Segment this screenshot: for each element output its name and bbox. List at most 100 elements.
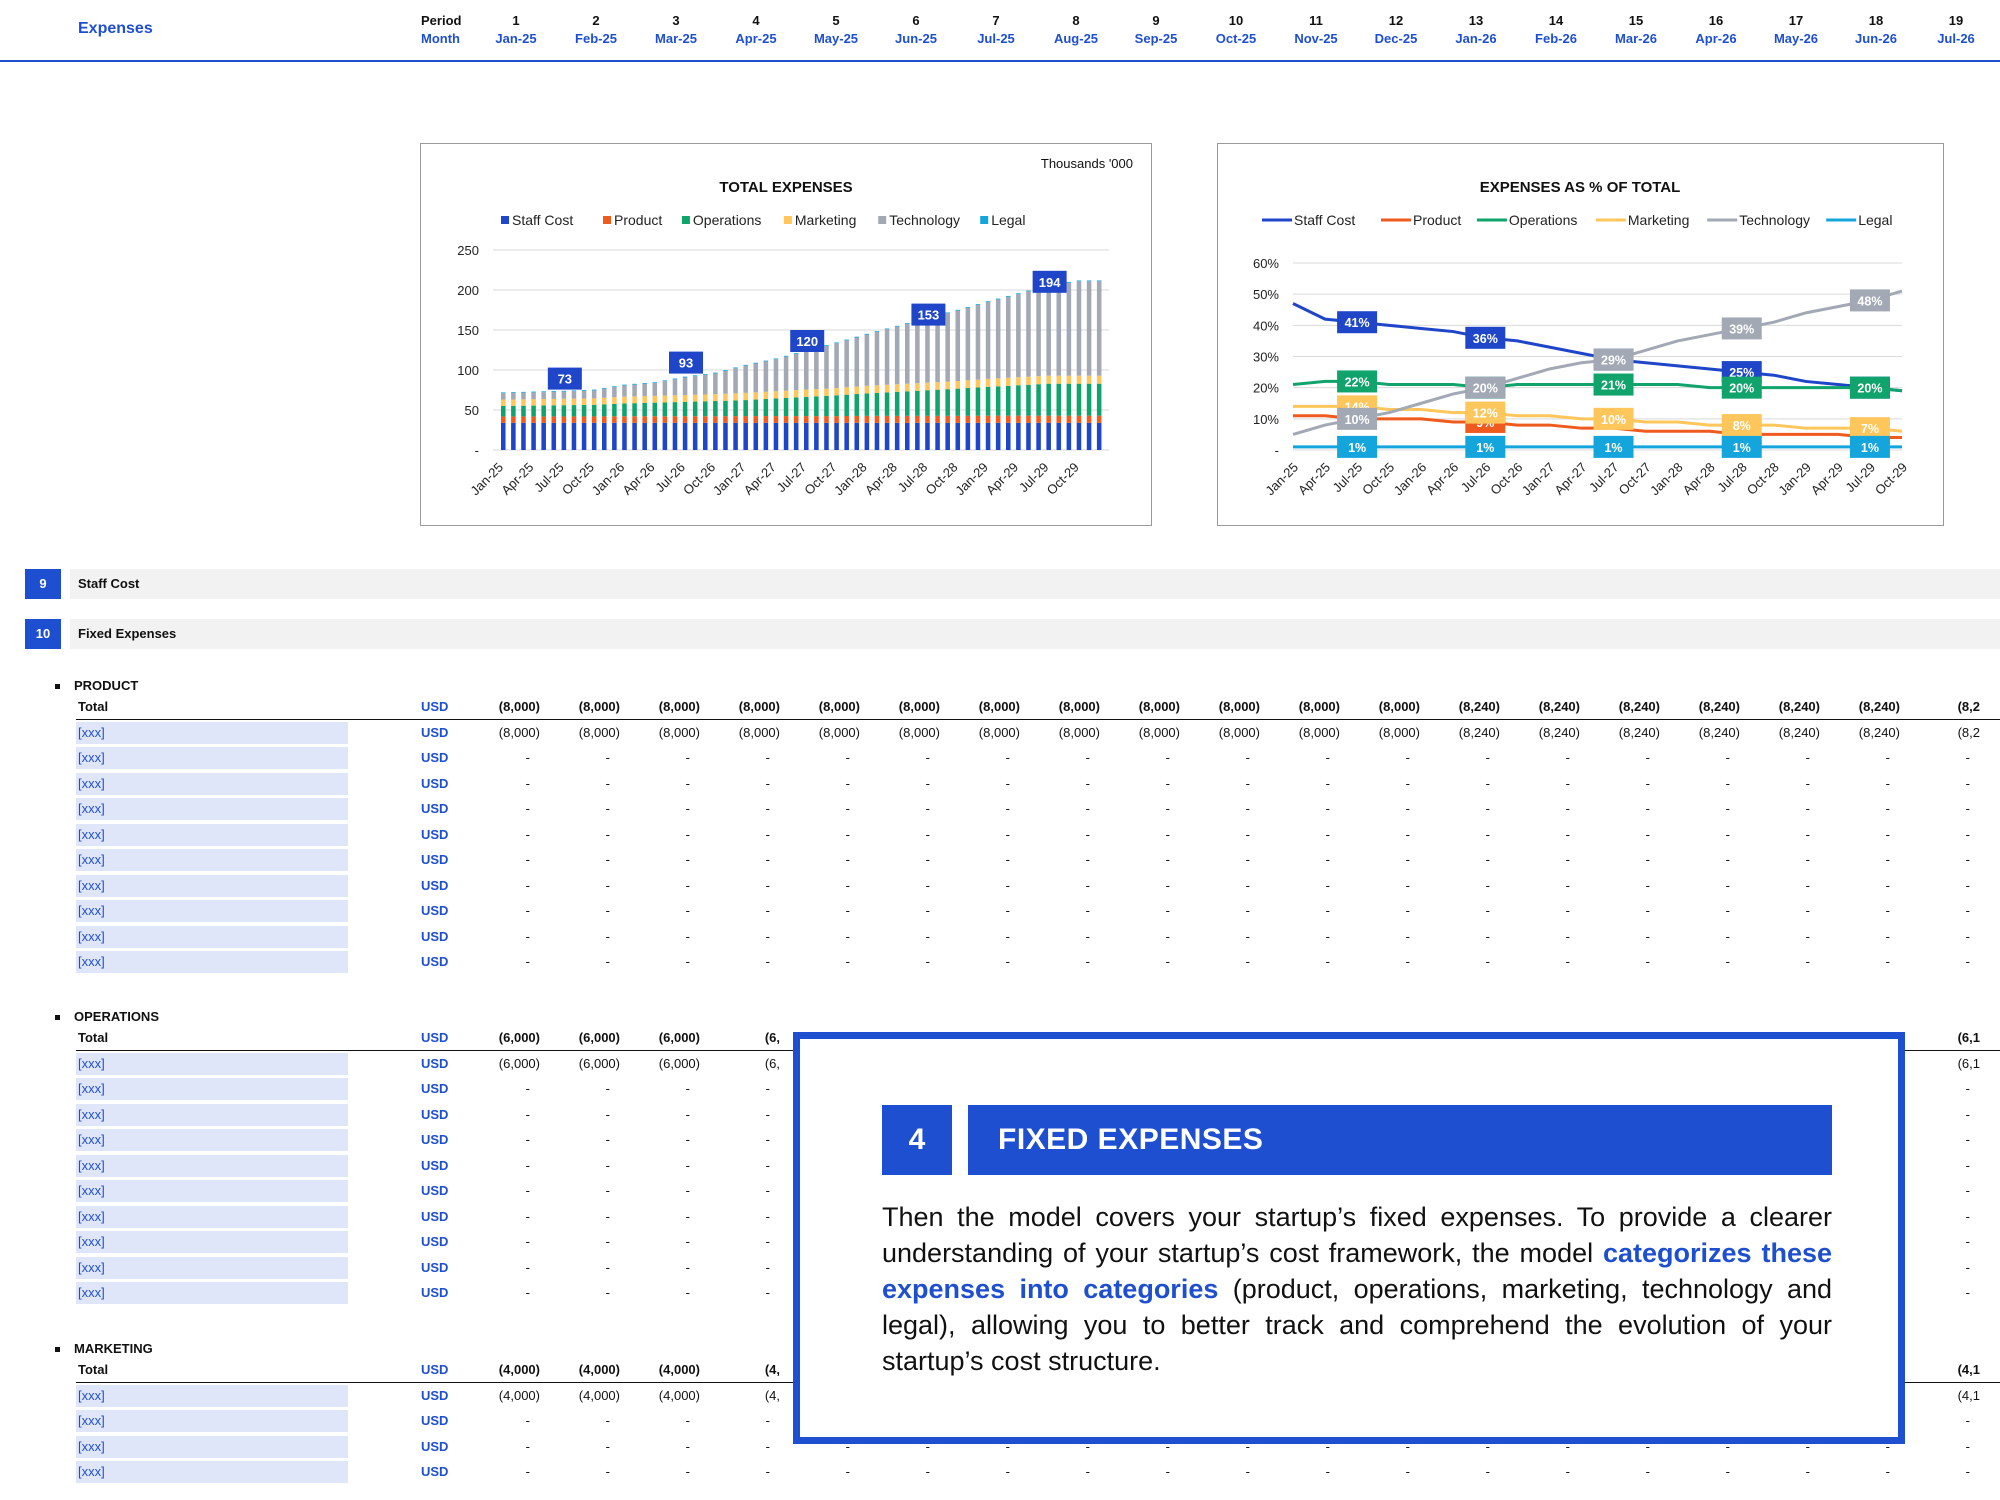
row-input-label[interactable]: [xxx] — [76, 1256, 348, 1279]
period-month[interactable]: Jul-26 — [1937, 31, 1975, 46]
row-input-label[interactable]: [xxx] — [76, 1078, 348, 1100]
row-input-label[interactable]: [xxx] — [76, 1384, 348, 1407]
bar-segment-staff_cost — [1036, 422, 1041, 450]
table-row[interactable]: [xxx]USD------------------- — [0, 1435, 2000, 1460]
period-month[interactable]: Jun-25 — [895, 31, 937, 46]
row-input-label[interactable]: [xxx] — [76, 1231, 348, 1253]
callout-number: 4 — [882, 1105, 952, 1175]
cell-value: - — [1005, 852, 1010, 867]
cell-value: - — [1965, 1438, 1970, 1454]
bar-segment-legal — [965, 306, 971, 308]
table-row[interactable]: [xxx]USD------------------- — [0, 1256, 2000, 1281]
table-row[interactable]: [xxx]USD------------------- — [0, 925, 2000, 950]
cell-value: - — [1405, 826, 1410, 842]
cell-value: (8,240) — [1538, 724, 1580, 740]
period-month[interactable]: Dec-25 — [1374, 31, 1418, 46]
row-input-label[interactable]: [xxx] — [76, 951, 348, 973]
bar-segment-operations — [1026, 384, 1031, 416]
period-month[interactable]: Sep-25 — [1134, 31, 1178, 46]
cell-value: - — [1085, 1438, 1090, 1454]
bar-segment-marketing — [652, 395, 658, 403]
table-row[interactable]: [xxx]USD------------------- — [0, 823, 2000, 848]
bar-segment-operations — [945, 389, 950, 416]
row-label: Total — [78, 699, 109, 714]
total-expenses-chart[interactable]: TOTAL EXPENSES Thousands '000 Staff Cost Pr… — [420, 143, 1152, 526]
period-month[interactable]: May-25 — [813, 31, 859, 46]
period-month[interactable]: Mar-25 — [655, 31, 697, 46]
table-row[interactable]: [xxx]USD(4,000)(4,000)(4,000)(4,,120)(4,… — [0, 1384, 2000, 1409]
table-row[interactable]: [xxx]USD------------------- — [0, 798, 2000, 822]
row-input-label[interactable]: [xxx] — [76, 1410, 348, 1432]
bar-segment-operations — [632, 403, 637, 417]
cell-value: - — [765, 1183, 770, 1198]
bar-segment-staff_cost — [935, 422, 940, 450]
row-input-label[interactable]: [xxx] — [76, 1435, 348, 1458]
row-input-label[interactable]: [xxx] — [76, 798, 348, 820]
table-row[interactable]: [xxx]USD------------------- — [0, 747, 2000, 771]
expenses-pct-chart[interactable]: EXPENSES AS % OF TOTAL Staff Cost Product O… — [1217, 143, 1944, 526]
bar-segment-legal — [703, 373, 708, 375]
period-month[interactable]: Jan-26 — [1455, 31, 1497, 46]
row-input-label[interactable]: [xxx] — [76, 1461, 348, 1483]
cell-value: - — [1965, 1081, 1970, 1096]
row-input-label[interactable]: [xxx] — [76, 1129, 348, 1151]
period-month[interactable]: Aug-25 — [1053, 31, 1099, 46]
table-row[interactable]: [xxx]USD------------------- — [0, 951, 2000, 975]
row-input-label[interactable]: [xxx] — [76, 1052, 348, 1075]
legend-label: Technology — [1739, 212, 1810, 228]
table-row[interactable]: [xxx]USD------------------- — [0, 874, 2000, 899]
table-row[interactable]: [xxx] USD (8,000) (8,000) (8,000) (8,000) (8,0… — [0, 721, 2000, 746]
row-input-label[interactable]: [xxx] — [76, 1180, 348, 1202]
cell-value: - — [685, 928, 690, 944]
table-row[interactable]: [xxx]USD------------------- — [0, 849, 2000, 873]
row-input-label[interactable]: [xxx] — [76, 925, 348, 948]
period-month[interactable]: Nov-25 — [1294, 31, 1338, 46]
x-tick-label: Jul-29 — [1842, 460, 1878, 496]
cell-value: - — [1005, 826, 1010, 842]
y-tick-label: 20% — [1253, 381, 1279, 396]
row-input-label[interactable]: [xxx] — [76, 900, 348, 922]
table-row[interactable]: [xxx]USD------------------- — [0, 1461, 2000, 1485]
cell-value: - — [1245, 826, 1250, 842]
row-input-label[interactable]: [xxx] — [76, 1282, 348, 1304]
period-month[interactable]: Apr-26 — [1695, 31, 1737, 46]
row-input-label[interactable]: [xxx] — [76, 823, 348, 846]
table-row[interactable]: [xxx]USD------------------- — [0, 900, 2000, 924]
period-month[interactable]: Oct-25 — [1215, 31, 1257, 46]
row-input-label[interactable]: [xxx] — [76, 747, 348, 769]
bar-segment-technology — [905, 323, 910, 384]
period-month[interactable]: Jun-26 — [1855, 31, 1897, 46]
row-input-label[interactable]: [xxx] — [76, 1103, 348, 1126]
chart-title: TOTAL EXPENSES — [719, 179, 852, 196]
period-month[interactable]: Jul-25 — [977, 31, 1015, 46]
table-row[interactable]: [xxx]USD------------------- — [0, 772, 2000, 797]
bar-segment-marketing — [844, 387, 849, 395]
bar-segment-operations — [995, 386, 1001, 416]
row-input-label[interactable]: [xxx] — [76, 772, 348, 795]
cell-value: - — [845, 852, 850, 867]
bar-segment-technology — [541, 392, 546, 400]
cell-value: - — [1805, 775, 1810, 791]
period-month[interactable]: May-26 — [1773, 31, 1819, 46]
row-input-label[interactable]: [xxx] — [76, 1154, 348, 1177]
cell-value: (4,000) — [578, 1387, 620, 1403]
bar-segment-marketing — [591, 398, 597, 405]
point-label-legal: 1% — [1861, 441, 1879, 455]
period-month[interactable]: Mar-26 — [1615, 31, 1657, 46]
cell-value: - — [1725, 1438, 1730, 1454]
period-month[interactable]: Feb-26 — [1535, 31, 1577, 46]
period-month[interactable]: Feb-25 — [575, 31, 617, 46]
cell-value: - — [1405, 852, 1410, 867]
row-input-label[interactable]: [xxx] — [76, 1205, 348, 1228]
cell-value: (8,000) — [1058, 699, 1100, 714]
period-month[interactable]: Apr-25 — [735, 31, 777, 46]
period-month[interactable]: Jan-25 — [495, 31, 537, 46]
bar-segment-product — [632, 416, 637, 423]
row-input-label[interactable]: [xxx] — [76, 721, 348, 744]
table-row[interactable]: [xxx]USD(6,000)(6,000)(6,000)(6,,180)(6,… — [0, 1052, 2000, 1077]
row-unit: USD — [421, 750, 449, 765]
row-input-label[interactable]: [xxx] — [76, 874, 348, 897]
bar-segment-marketing — [561, 398, 567, 406]
bar-segment-legal — [581, 390, 587, 391]
row-input-label[interactable]: [xxx] — [76, 849, 348, 871]
